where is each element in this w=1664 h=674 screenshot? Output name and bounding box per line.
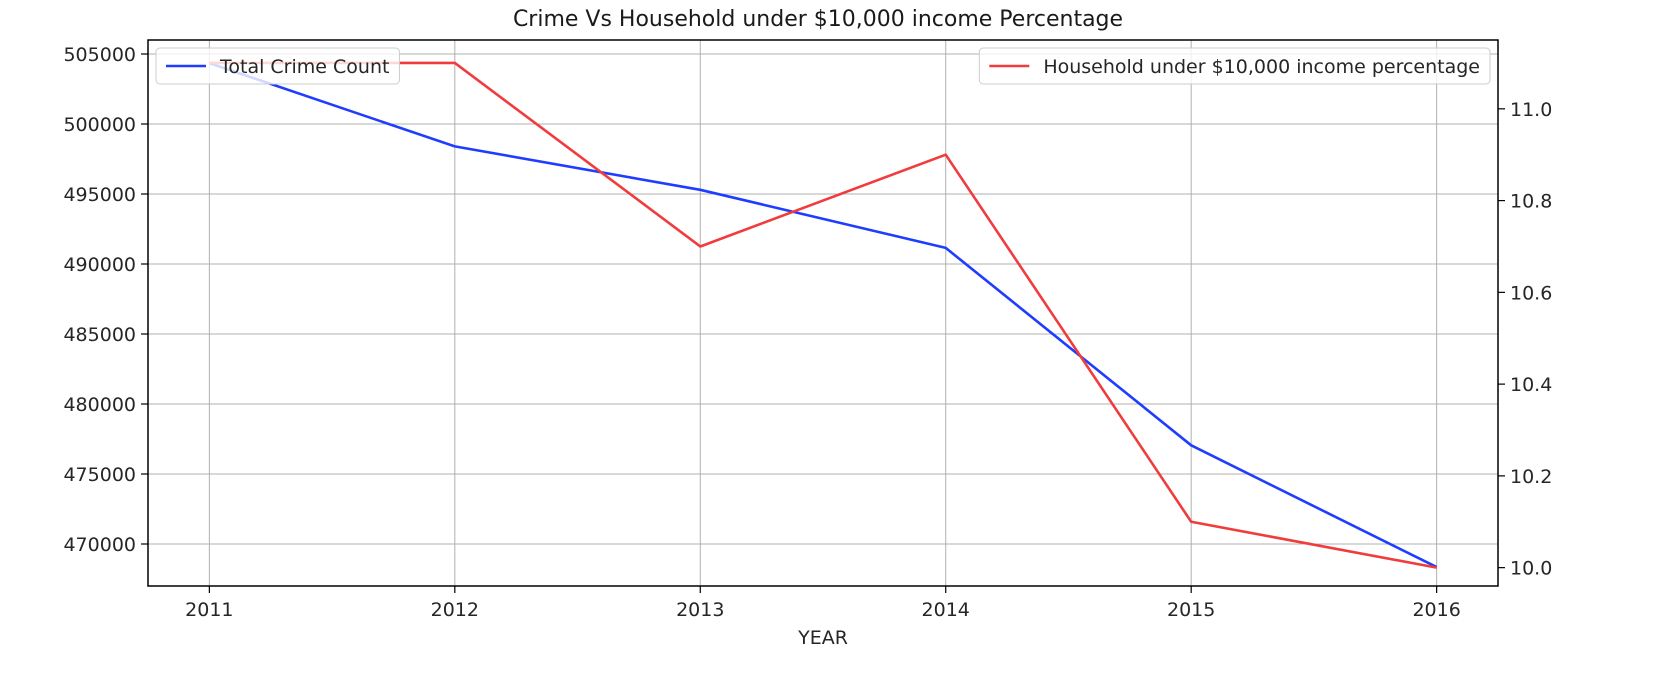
y-tick-label: 480000 (63, 394, 136, 416)
series-line (209, 61, 1437, 569)
y-tick-label: 495000 (63, 184, 136, 206)
x-tick-label: 2015 (1167, 599, 1215, 621)
y-tick-label: 475000 (63, 464, 136, 486)
legend-box (978, 47, 1491, 85)
x-tick-label: 2014 (922, 599, 970, 621)
y-tick-label: 500000 (63, 114, 136, 136)
series-line (208, 61, 1438, 569)
x-axis-label: YEAR (797, 627, 848, 649)
y2-tick-label: 10.2 (1510, 466, 1552, 488)
plot-area-frame (147, 39, 1499, 587)
legend-right: Household under $10,000 income percentag… (978, 47, 1491, 85)
y-axis-ticks: 470000 475000 480000 485000 490000 495000 5000… (63, 44, 148, 556)
x-axis-ticks: 2011 2012 2013 2014 2015 2016 (185, 586, 1461, 621)
grid-lines (148, 40, 1498, 586)
legend-box (155, 47, 400, 85)
legend-label: Household under $10,000 income percentag… (1043, 56, 1480, 78)
y2-tick-label: 10.0 (1510, 558, 1552, 580)
y2-tick-label: 10.8 (1510, 191, 1552, 213)
y-tick-label: 485000 (63, 324, 136, 346)
chart-title: Crime Vs Household under $10,000 income … (513, 7, 1123, 32)
y-tick-label: 490000 (63, 254, 136, 276)
y2-tick-label: 11.0 (1510, 99, 1552, 121)
y-tick-label: 505000 (63, 44, 136, 66)
series-2 (209, 61, 1437, 569)
y2-tick-label: 10.4 (1510, 374, 1552, 396)
y2-axis-ticks: 10.0 10.2 10.4 10.6 10.8 11.0 (1498, 99, 1552, 580)
legend-left: Total Crime Count (155, 47, 400, 85)
legend-label: Total Crime Count (219, 56, 389, 78)
x-tick-label: 2012 (431, 599, 479, 621)
y-tick-label: 470000 (63, 534, 136, 556)
x-tick-label: 2016 (1412, 599, 1460, 621)
series-lines (208, 61, 1438, 569)
x-tick-label: 2013 (676, 599, 724, 621)
series-1 (208, 61, 1438, 569)
x-tick-label: 2011 (185, 599, 233, 621)
y2-tick-label: 10.6 (1510, 282, 1552, 304)
